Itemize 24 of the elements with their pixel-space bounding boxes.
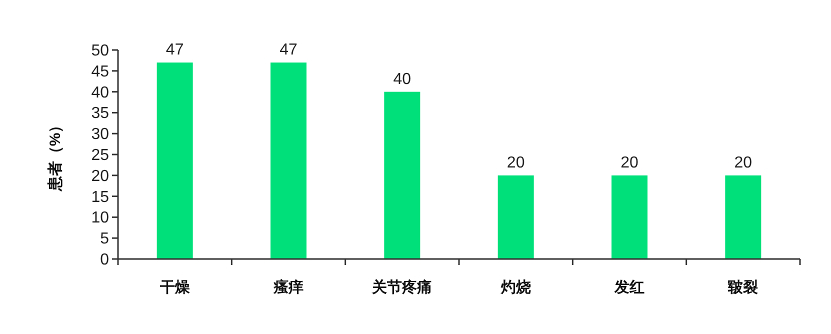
x-tick-label: 灼烧 (500, 279, 531, 296)
y-tick-label: 20 (91, 168, 110, 185)
data-label: 40 (393, 70, 412, 88)
y-axis-title: 患者（%） (47, 118, 64, 192)
data-label: 47 (166, 42, 184, 59)
x-tick-label: 干燥 (158, 279, 190, 296)
data-label: 20 (734, 154, 752, 172)
x-tick-label: 皲裂 (727, 279, 758, 296)
y-tick-label: 40 (91, 84, 110, 102)
x-tick-label: 关节疼痛 (371, 279, 432, 296)
data-label: 20 (620, 154, 638, 172)
data-label: 47 (280, 42, 298, 59)
y-tick-label: 0 (100, 252, 110, 268)
y-tick-label: 10 (91, 210, 110, 227)
x-tick-label: 瘙痒 (272, 278, 304, 296)
data-label: 20 (506, 154, 525, 172)
y-tick-label: 35 (91, 105, 110, 122)
y-tick-label: 5 (100, 230, 110, 248)
y-tick-label: 30 (91, 126, 110, 144)
y-tick-label: 45 (91, 63, 110, 80)
y-tick-label: 50 (91, 42, 110, 60)
x-tick-label: 发红 (614, 279, 644, 296)
y-tick-label: 25 (91, 147, 110, 164)
y-tick-label: 15 (91, 188, 110, 206)
